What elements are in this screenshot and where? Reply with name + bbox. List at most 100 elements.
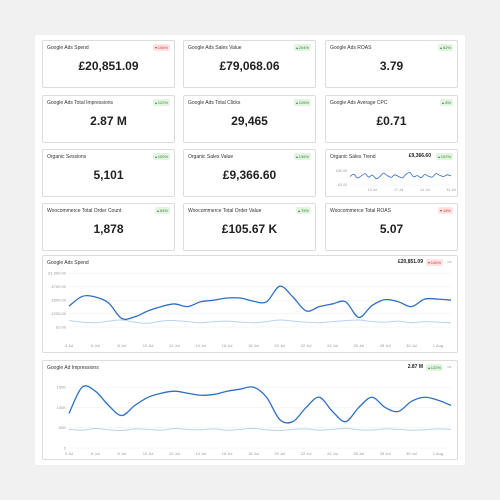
x-tick-label: 22 Jul xyxy=(301,343,312,348)
badge-text: 102% xyxy=(440,154,451,159)
x-tick-label: 10 Jul xyxy=(368,188,378,192)
x-tick-label: 24 Jul xyxy=(420,188,430,192)
card-title: Google Ads Sales Value xyxy=(188,45,242,51)
badge-text: 64% xyxy=(159,208,168,213)
badge: 204% xyxy=(293,44,311,51)
badge-text: 106% xyxy=(430,260,441,265)
metric-card: Google Ads Total Clicks 126% 29,465 xyxy=(183,95,316,143)
metric-card: Organic Sessions 100% 5,101 xyxy=(42,149,175,197)
x-tick-label: 20 Jul xyxy=(274,451,285,456)
y-tick-label: £500.00 xyxy=(52,298,67,303)
chart: £0.00 £250.00 £500.00 £750.00 £1,000.00 4 Jul… xyxy=(48,261,452,348)
badge: 64% xyxy=(154,207,170,214)
card-title: Organic Sales Value xyxy=(188,154,234,160)
badge-text: 204% xyxy=(298,45,309,50)
x-tick-label: 20 Jul xyxy=(274,343,285,348)
chart-card: Google Ads Spend £20,851.09 106% £0.00 £250.… xyxy=(42,255,458,353)
card-value: 5.07 xyxy=(379,222,404,236)
trend-arrow xyxy=(156,209,159,212)
x-tick-label: 16 Jul xyxy=(222,343,233,348)
x-tick-label: 8 Jul xyxy=(117,451,126,456)
menu-dot xyxy=(450,261,452,263)
trend-arrow xyxy=(437,155,440,158)
card-title: Google Ads Total Clicks xyxy=(188,100,241,106)
x-tick-label: 12 Jul xyxy=(169,451,180,456)
card-title: Google Ads Average CPC xyxy=(330,100,388,106)
menu-dot xyxy=(447,366,449,368)
trend-arrow xyxy=(442,101,445,104)
panel: Google Ads Spend 106% £20,851.09 Google Ads… xyxy=(35,35,465,465)
badge-text: 122% xyxy=(157,100,168,105)
y-tick-label: 150K xyxy=(57,384,67,389)
line-series xyxy=(68,285,452,320)
badge: 122% xyxy=(425,364,443,371)
card-title: Organic Sales Trend xyxy=(330,154,376,160)
trend-arrow xyxy=(439,46,442,49)
card-title: Google Ads Total Impressions xyxy=(47,100,114,106)
menu-dot xyxy=(449,261,450,263)
x-tick-label: 10 Jul xyxy=(143,451,154,456)
x-tick-label: 30 Jul xyxy=(406,343,417,348)
card-value: 2.87 M xyxy=(90,114,127,128)
x-tick-label: 24 Jul xyxy=(327,343,338,348)
x-tick-label: 24 Jul xyxy=(327,451,338,456)
x-tick-label: 31 Jul xyxy=(446,188,456,192)
card-title: Woocommerce Total Order Count xyxy=(47,208,122,214)
metric-card: Organic Sales Trend £9,366.60 102% £0.00 £50… xyxy=(325,149,458,197)
card-title: Google Ads ROAS xyxy=(330,45,372,51)
x-tick-label: 26 Jul xyxy=(353,451,364,456)
x-tick-label: 26 Jul xyxy=(353,343,364,348)
chart-title: Google Ads Spend xyxy=(47,260,89,266)
trend-arrow xyxy=(427,261,430,264)
card-value: £79,068.06 xyxy=(219,59,280,73)
y-tick-label: £750.00 xyxy=(52,284,67,289)
badge-text: 75% xyxy=(300,208,309,213)
badge-text: 62% xyxy=(442,45,451,50)
metric-card: Google Ads Total Impressions 122% 2.87 M xyxy=(42,95,175,143)
trend-arrow xyxy=(439,209,442,212)
trend-arrow xyxy=(295,101,298,104)
trend-arrow xyxy=(154,155,157,158)
card-title: Google Ads Spend xyxy=(47,45,89,51)
sparkline: £0.00 £50.00 10 Jul 17 Jul 24 Jul 31 Jul xyxy=(336,169,456,192)
card-value: 29,465 xyxy=(231,114,268,128)
x-tick-label: 10 Jul xyxy=(143,343,154,348)
badge: 126% xyxy=(293,99,311,106)
card-title: Woocommerce Total ROAS xyxy=(330,208,391,214)
badge-text: 100% xyxy=(157,154,168,159)
metric-card: Google Ads Sales Value 204% £79,068.06 xyxy=(183,40,316,88)
menu-dot xyxy=(447,261,449,263)
x-tick-label: 14 Jul xyxy=(195,343,206,348)
badge-text: 15% xyxy=(442,208,451,213)
card-value: 5,101 xyxy=(93,168,124,182)
metric-card: Google Ads Spend 106% £20,851.09 xyxy=(42,40,175,88)
badge: 106% xyxy=(425,259,443,266)
y-tick-label: £50.00 xyxy=(336,169,347,173)
card-title: Organic Sessions xyxy=(47,154,87,160)
metric-card: Woocommerce Total Order Count 64% 1,878 xyxy=(42,203,175,251)
metric-card: Woocommerce Total Order Value 75% £105.67 … xyxy=(183,203,316,251)
line-series xyxy=(68,428,452,432)
header-value: £9,366.60 xyxy=(408,153,431,159)
badge-text: 136% xyxy=(298,154,309,159)
x-tick-label: 1 Aug xyxy=(433,343,443,348)
x-tick-label: 8 Jul xyxy=(117,343,126,348)
trend-arrow xyxy=(295,155,298,158)
x-tick-label: 16 Jul xyxy=(222,451,233,456)
y-tick-label: £250.00 xyxy=(52,311,67,316)
badge: 8% xyxy=(440,99,453,106)
chart-title: Google Ad Impressions xyxy=(47,365,99,371)
card-value: £9,366.60 xyxy=(222,168,277,182)
x-tick-label: 28 Jul xyxy=(380,343,391,348)
chart: 0 50K 100K 150K 4 Jul 6 Jul 8 Jul 10 Jul 12 Jul 1… xyxy=(57,366,452,456)
y-tick-label: 100K xyxy=(57,405,67,410)
badge: 75% xyxy=(295,207,311,214)
badge: 106% xyxy=(152,44,170,51)
x-tick-label: 18 Jul xyxy=(248,451,259,456)
menu-dot xyxy=(450,366,452,368)
badge-text: 106% xyxy=(157,45,168,50)
card-value: £20,851.09 xyxy=(78,59,139,73)
badge: 136% xyxy=(293,153,311,160)
x-tick-label: 4 Jul xyxy=(65,343,74,348)
